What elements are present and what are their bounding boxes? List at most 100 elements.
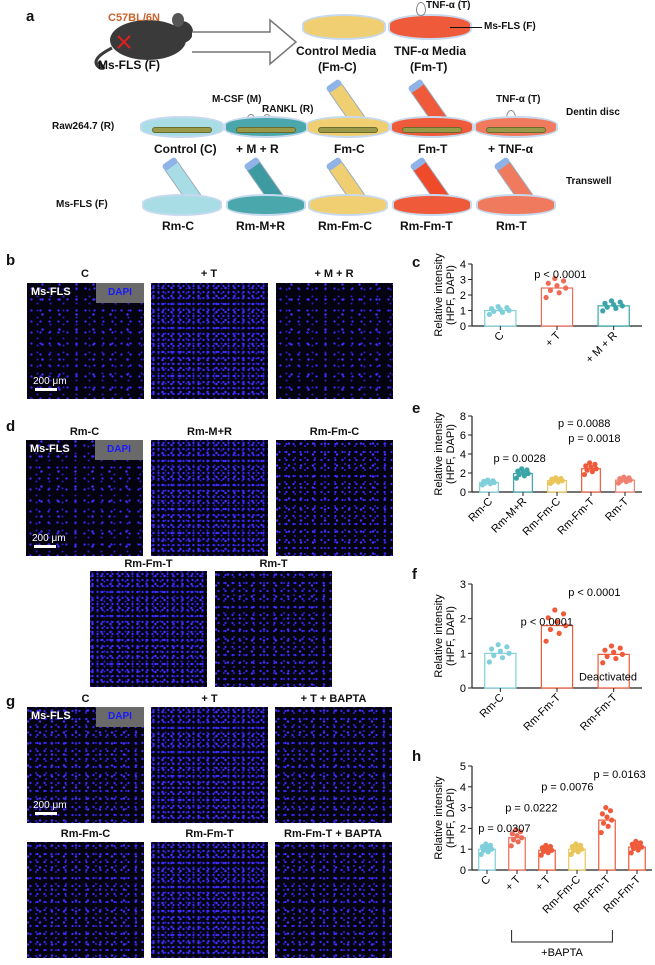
row3-label-4: Rm-T — [496, 219, 527, 233]
stain-label: DAPI — [95, 440, 143, 460]
svg-text:0: 0 — [460, 865, 466, 877]
micro-title-d3: Rm-Fm-T — [124, 558, 173, 570]
raw-label: Raw264.7 (R) — [52, 121, 115, 132]
mouse-icon — [94, 13, 193, 70]
svg-text:p < 0.0001: p < 0.0001 — [568, 587, 620, 599]
svg-text:3: 3 — [460, 275, 466, 287]
msfls-row3-label: Ms-FLS (F) — [56, 199, 108, 210]
micrograph-g-rmfmt-bapta — [275, 842, 392, 958]
cell-label: Ms-FLS — [31, 710, 71, 722]
svg-text:Relative intensity: Relative intensity — [433, 594, 445, 678]
panel-letter-d: d — [6, 418, 16, 435]
dish-control — [140, 116, 224, 138]
micro-title-d2: Rm-Fm-C — [309, 426, 360, 438]
dish-fmc — [306, 116, 390, 138]
panel-letter-g: g — [6, 693, 16, 710]
tnf-top-label: TNF-α (T) — [426, 0, 471, 11]
mouse-strain-label: C57BL/6N — [108, 12, 160, 24]
svg-text:8: 8 — [460, 411, 466, 423]
dish-tnf — [474, 116, 558, 138]
transwell-dish-2 — [308, 194, 388, 216]
tnf-media-label: TNF-α Media — [394, 44, 467, 58]
micro-title-g5: Rm-Fm-T + BAPTA — [284, 828, 382, 840]
svg-text:4: 4 — [460, 449, 466, 461]
micro-title-g3: Rm-Fm-C — [60, 828, 111, 840]
panel-letter-f: f — [412, 566, 417, 583]
svg-text:(HPF, DAPI): (HPF, DAPI) — [445, 265, 457, 325]
svg-text:C: C — [492, 330, 506, 344]
svg-text:1: 1 — [460, 306, 466, 318]
micrograph-g-t — [151, 707, 268, 823]
svg-text:0: 0 — [460, 683, 466, 695]
svg-text:(HPF, DAPI): (HPF, DAPI) — [445, 424, 457, 484]
svg-text:+ M + R: + M + R — [584, 330, 620, 366]
svg-text:p = 0.0076: p = 0.0076 — [541, 782, 593, 794]
svg-text:+ T: + T — [543, 329, 563, 349]
control-media-label: Control Media — [296, 44, 376, 58]
svg-text:p = 0.0163: p = 0.0163 — [593, 769, 645, 781]
micro-title-b0: C — [81, 268, 89, 280]
row3-label-1: Rm-M+R — [236, 219, 286, 233]
chart-e: Relative intensity (HPF, DAPI) 0 2 4 6 8 Rm-C Rm… — [430, 410, 650, 575]
tnf-media-code: (Fm-T) — [410, 60, 448, 74]
pointer-line — [450, 27, 482, 28]
svg-text:+ T: + T — [533, 873, 553, 893]
row2-label-1: + M + R — [236, 142, 279, 156]
panel-letter-e: e — [412, 400, 421, 417]
transwell-dish-3 — [392, 194, 472, 216]
micro-title-g1: + T — [201, 693, 218, 705]
micro-title-g0: C — [81, 693, 90, 705]
row2-label-0: Control (C) — [154, 142, 217, 156]
svg-text:2: 2 — [460, 290, 466, 302]
micrograph-d-rmc: Ms-FLS DAPI 200 μm — [26, 440, 143, 556]
dish-fmt — [390, 116, 474, 138]
svg-text:6: 6 — [460, 430, 466, 442]
dentin-label: Dentin disc — [566, 107, 620, 118]
svg-text:2: 2 — [460, 468, 466, 480]
svg-text:p < 0.0001: p < 0.0001 — [534, 269, 586, 281]
panel-letter-c: c — [412, 254, 421, 271]
micrograph-d-rmt — [215, 571, 332, 687]
svg-text:5: 5 — [460, 761, 466, 773]
svg-text:Rm-Fm-T: Rm-Fm-T — [521, 691, 563, 733]
row2-label-2: Fm-C — [334, 142, 365, 156]
svg-text:Relative intensity: Relative intensity — [433, 776, 445, 860]
svg-text:Rm-T: Rm-T — [603, 495, 631, 523]
micro-title-d0: Rm-C — [69, 426, 100, 438]
transwell-dish-1 — [226, 194, 306, 216]
svg-text:Relative intensity: Relative intensity — [433, 412, 445, 496]
svg-text:p = 0.0028: p = 0.0028 — [493, 453, 545, 465]
tnf-right-label: TNF-α (T) — [496, 94, 541, 105]
rankl-label: RANKL (R) — [262, 104, 314, 115]
micro-title-g2: + T + BAPTA — [300, 693, 367, 705]
svg-text:p = 0.0018: p = 0.0018 — [568, 433, 620, 445]
micrograph-g-rmfmc — [27, 842, 144, 958]
svg-text:p = 0.0222: p = 0.0222 — [505, 802, 557, 814]
svg-text:Relative intensity: Relative intensity — [433, 253, 445, 337]
scale-bar: 200 μm — [32, 533, 66, 548]
svg-text:0: 0 — [460, 487, 466, 499]
scale-bar: 200 μm — [33, 800, 67, 815]
micro-title-b1: + T — [200, 268, 218, 280]
mcsf-label: M-CSF (M) — [212, 94, 262, 105]
svg-text:Rm-Fm-T: Rm-Fm-T — [578, 691, 620, 733]
row3-label-0: Rm-C — [162, 219, 194, 233]
tnf-drop-icon — [416, 2, 426, 16]
micrograph-g-t-bapta — [275, 707, 392, 823]
svg-text:+ T: + T — [503, 873, 523, 893]
micrograph-b-t — [151, 283, 268, 399]
micrograph-g-rmfmt — [151, 842, 268, 958]
process-arrow-icon — [192, 18, 298, 66]
svg-text:2: 2 — [460, 823, 466, 835]
svg-text:(HPF, DAPI): (HPF, DAPI) — [445, 788, 457, 848]
svg-text:3: 3 — [460, 579, 466, 591]
transwell-dish-4 — [476, 194, 556, 216]
micro-title-d4: Rm-T — [259, 558, 288, 570]
svg-text:Rm-C: Rm-C — [478, 692, 507, 721]
stain-label: DAPI — [96, 283, 144, 303]
scale-bar: 200 μm — [33, 376, 67, 391]
svg-text:Rm-Fm-T: Rm-Fm-T — [555, 495, 597, 537]
row3-label-3: Rm-Fm-T — [400, 219, 453, 233]
mouse-label: Ms-FLS (F) — [98, 58, 160, 72]
control-media-dish — [302, 14, 386, 40]
